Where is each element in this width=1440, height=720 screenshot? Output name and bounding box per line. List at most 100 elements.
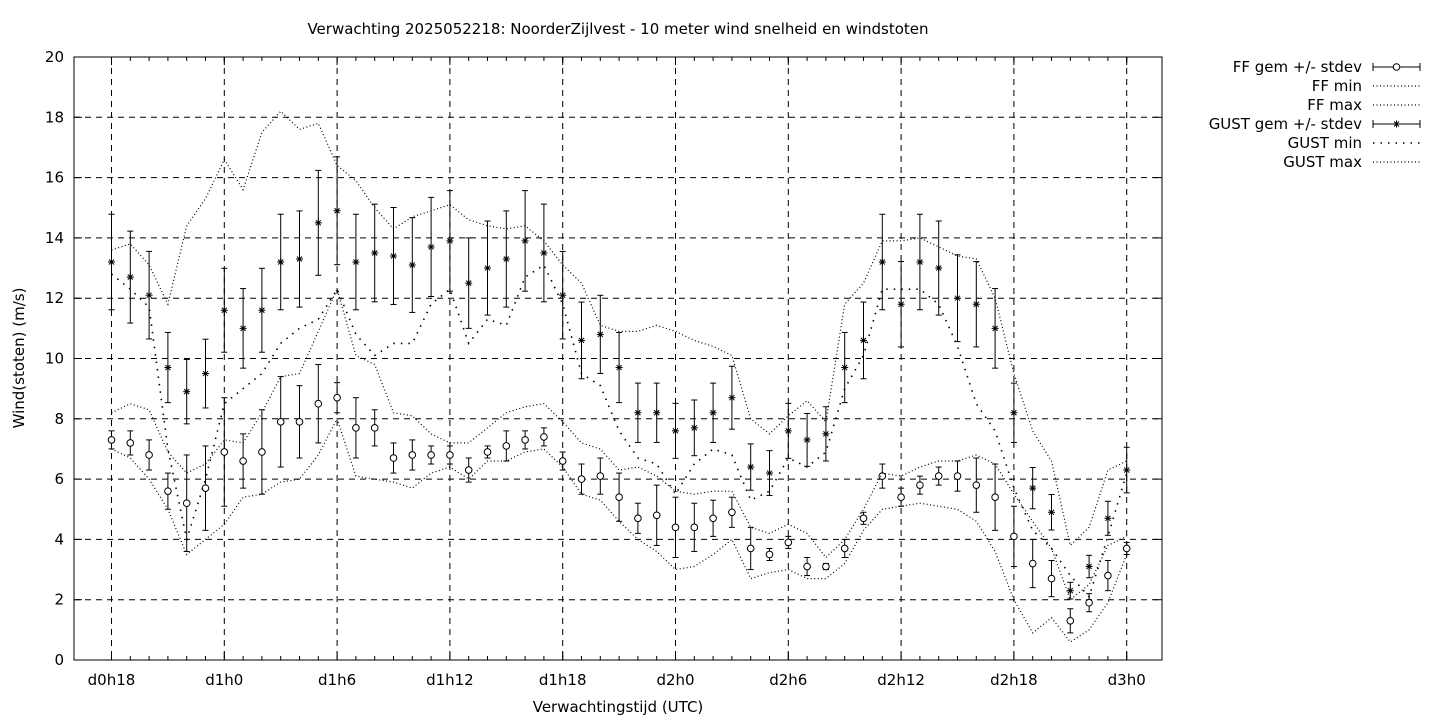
data-point	[427, 451, 435, 459]
star-marker	[277, 258, 285, 266]
star-marker	[126, 273, 134, 281]
star-stroke	[860, 337, 867, 344]
star-stroke	[221, 307, 228, 314]
star-stroke	[1393, 121, 1400, 127]
star-marker	[578, 336, 585, 344]
star-marker	[803, 436, 811, 444]
star-marker	[371, 249, 379, 257]
y-tick-label: 8	[54, 410, 64, 428]
y-tick-label: 2	[54, 591, 64, 609]
star-stroke	[766, 470, 773, 476]
star-stroke	[390, 253, 397, 259]
x-tick-label: d2h0	[656, 671, 694, 689]
data-point	[1028, 559, 1037, 568]
star-marker	[521, 237, 529, 245]
y-tick-label: 18	[45, 108, 64, 126]
star-marker	[596, 330, 604, 338]
star-stroke	[879, 259, 886, 265]
data-point	[370, 424, 379, 432]
legend-label: FF max	[1307, 96, 1362, 114]
series-4	[110, 263, 1128, 599]
star-marker	[747, 463, 755, 471]
star-stroke	[541, 250, 547, 256]
star-marker	[935, 264, 943, 272]
star-stroke	[240, 325, 246, 332]
data-point	[784, 538, 793, 547]
y-tick-label: 6	[54, 470, 64, 488]
data-point	[671, 523, 680, 532]
data-point	[333, 393, 341, 402]
data-point	[803, 562, 811, 571]
data-point	[540, 433, 548, 441]
star-stroke	[578, 337, 585, 344]
star-stroke	[898, 301, 904, 308]
data-point	[276, 418, 285, 426]
data-point	[182, 499, 191, 508]
star-marker	[427, 243, 435, 251]
data-point	[1085, 598, 1093, 607]
star-marker	[653, 409, 661, 417]
data-point	[916, 481, 924, 489]
star-marker	[615, 364, 623, 372]
data-point	[1047, 574, 1056, 583]
data-point	[220, 448, 229, 456]
x-tick-label: d1h0	[205, 671, 243, 689]
legend-label: GUST gem +/- stdev	[1209, 115, 1362, 133]
data-point	[709, 514, 717, 523]
star-marker	[183, 388, 191, 396]
star-stroke	[729, 394, 735, 401]
y-tick-label: 10	[45, 350, 64, 368]
data-point	[145, 451, 153, 459]
star-stroke	[277, 259, 284, 265]
star-stroke	[653, 409, 660, 416]
star-stroke	[428, 244, 434, 250]
star-stroke	[804, 437, 810, 443]
y-tick-label: 4	[54, 530, 64, 548]
star-marker	[878, 258, 886, 266]
star-stroke	[522, 238, 528, 244]
legend-label: GUST max	[1283, 153, 1362, 171]
data-point	[652, 511, 661, 520]
x-axis: d0h18 d1h0 d1h6 d1h12 d1h18 d2h0 d2h6 d2h12 d2h1…	[88, 57, 1146, 689]
star-marker	[540, 249, 548, 257]
star-stroke	[315, 219, 322, 226]
data-point	[1122, 544, 1131, 553]
star-stroke	[823, 431, 829, 437]
grid	[74, 57, 1162, 660]
star-marker	[202, 370, 209, 378]
data-point	[107, 436, 116, 444]
star-marker	[841, 364, 849, 372]
star-stroke	[127, 274, 134, 280]
star-marker	[108, 258, 115, 266]
y-axis: 0 2 4 6 8 10 12 14 16 18 20	[45, 48, 1162, 669]
data-point	[314, 399, 323, 408]
star-stroke	[917, 259, 923, 265]
series-line	[110, 263, 1128, 599]
star-marker	[1085, 563, 1093, 571]
y-tick-label: 20	[45, 48, 64, 66]
star-stroke	[954, 295, 961, 302]
star-stroke	[672, 428, 679, 434]
y-tick-label: 16	[45, 169, 64, 187]
star-marker	[916, 258, 924, 266]
legend-marker	[1392, 63, 1401, 71]
series-0	[107, 364, 1131, 634]
star-stroke	[183, 388, 190, 395]
star-stroke	[334, 207, 340, 214]
star-stroke	[785, 428, 792, 434]
star-marker	[634, 409, 642, 417]
star-stroke	[484, 265, 491, 271]
star-stroke	[353, 259, 359, 265]
star-stroke	[841, 364, 848, 371]
star-stroke	[973, 301, 980, 308]
data-point	[201, 484, 210, 492]
star-marker	[484, 264, 491, 272]
star-stroke	[597, 331, 604, 338]
star-stroke	[296, 256, 303, 262]
x-tick-label: d2h12	[877, 671, 925, 689]
data-point	[728, 508, 736, 517]
star-marker	[164, 364, 172, 372]
star-marker	[1123, 466, 1131, 474]
